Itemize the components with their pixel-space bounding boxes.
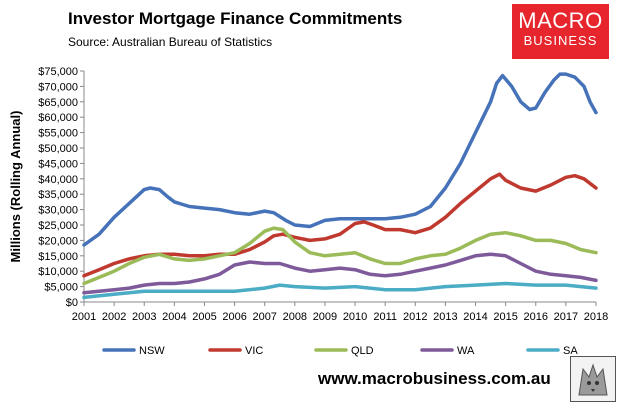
x-tick-label: 2016 bbox=[524, 311, 548, 323]
series-line-sa bbox=[82, 281, 598, 300]
y-tick-label: $65,000 bbox=[38, 97, 78, 109]
y-tick-label: $5,000 bbox=[44, 282, 78, 294]
x-tick-label: 2008 bbox=[283, 311, 307, 323]
y-tick-label: $40,000 bbox=[38, 174, 78, 186]
y-tick-label: $30,000 bbox=[38, 205, 78, 217]
x-tick-label: 2004 bbox=[162, 311, 186, 323]
x-tick-label: 2018 bbox=[584, 311, 608, 323]
y-tick-label: $0 bbox=[66, 297, 78, 309]
y-axis-title: Millions (Rolling Annual) bbox=[8, 111, 23, 263]
legend-label-sa: SA bbox=[563, 345, 578, 357]
y-tick-label: $55,000 bbox=[38, 128, 78, 140]
x-tick-label: 2003 bbox=[132, 311, 156, 323]
x-tick-label: 2006 bbox=[222, 311, 246, 323]
x-tick-label: 2013 bbox=[433, 311, 457, 323]
x-tick-label: 2005 bbox=[192, 311, 216, 323]
y-tick-label: $25,000 bbox=[38, 220, 78, 232]
series-line-wa bbox=[82, 252, 598, 295]
x-tick-label: 2001 bbox=[72, 311, 96, 323]
chart-title: Investor Mortgage Finance Commitments bbox=[68, 9, 403, 28]
x-tick-label: 2009 bbox=[313, 311, 337, 323]
x-tick-label: 2010 bbox=[343, 311, 367, 323]
x-tick-label: 2014 bbox=[463, 311, 487, 323]
series-line-vic bbox=[82, 172, 598, 278]
y-tick-label: $15,000 bbox=[38, 251, 78, 263]
y-tick-label: $20,000 bbox=[38, 235, 78, 247]
series-line-qld bbox=[82, 226, 598, 286]
legend-label-nsw: NSW bbox=[139, 345, 165, 357]
x-tick-label: 2011 bbox=[373, 311, 397, 323]
y-tick-label: $35,000 bbox=[38, 189, 78, 201]
y-tick-label: $10,000 bbox=[38, 266, 78, 278]
y-tick-label: $45,000 bbox=[38, 158, 78, 170]
series-line-nsw bbox=[82, 72, 598, 247]
legend-label-qld: QLD bbox=[351, 345, 374, 357]
x-tick-label: 2002 bbox=[102, 311, 126, 323]
y-tick-label: $70,000 bbox=[38, 81, 78, 93]
logo-line1: MACRO bbox=[518, 8, 603, 33]
chart-source: Source: Australian Bureau of Statistics bbox=[68, 35, 273, 49]
y-tick-label: $50,000 bbox=[38, 143, 78, 155]
website-url[interactable]: www.macrobusiness.com.au bbox=[318, 369, 551, 388]
x-tick-label: 2007 bbox=[252, 311, 276, 323]
macrobusiness-logo[interactable]: MACRO BUSINESS bbox=[512, 4, 609, 59]
x-tick-label: 2012 bbox=[403, 311, 427, 323]
y-tick-label: $60,000 bbox=[38, 112, 78, 124]
y-tick-label: $75,000 bbox=[38, 66, 78, 78]
x-tick-label: 2017 bbox=[554, 311, 578, 323]
legend-label-wa: WA bbox=[457, 345, 475, 357]
x-tick-label: 2015 bbox=[493, 311, 517, 323]
wolf-mascot-icon bbox=[570, 356, 616, 402]
logo-line2: BUSINESS bbox=[523, 33, 598, 48]
legend-label-vic: VIC bbox=[245, 345, 263, 357]
